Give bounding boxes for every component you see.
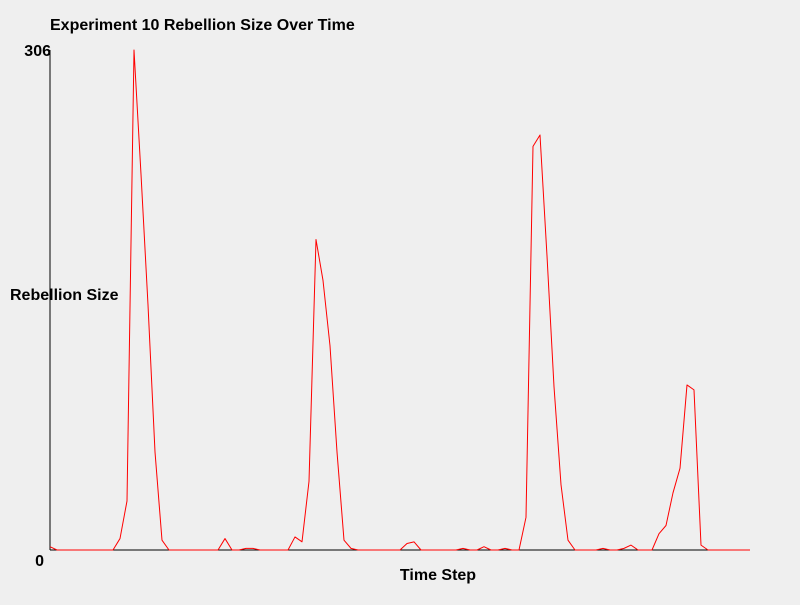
chart-title: Experiment 10 Rebellion Size Over Time [50,17,355,34]
series-layer [49,49,750,551]
x-axis-label: Time Step [400,567,476,584]
series-line-0 [49,49,750,551]
y-axis-label: Rebellion Size [10,287,119,304]
y-tick-label-min: 0 [35,553,44,570]
y-tick-label-max: 306 [24,43,51,60]
